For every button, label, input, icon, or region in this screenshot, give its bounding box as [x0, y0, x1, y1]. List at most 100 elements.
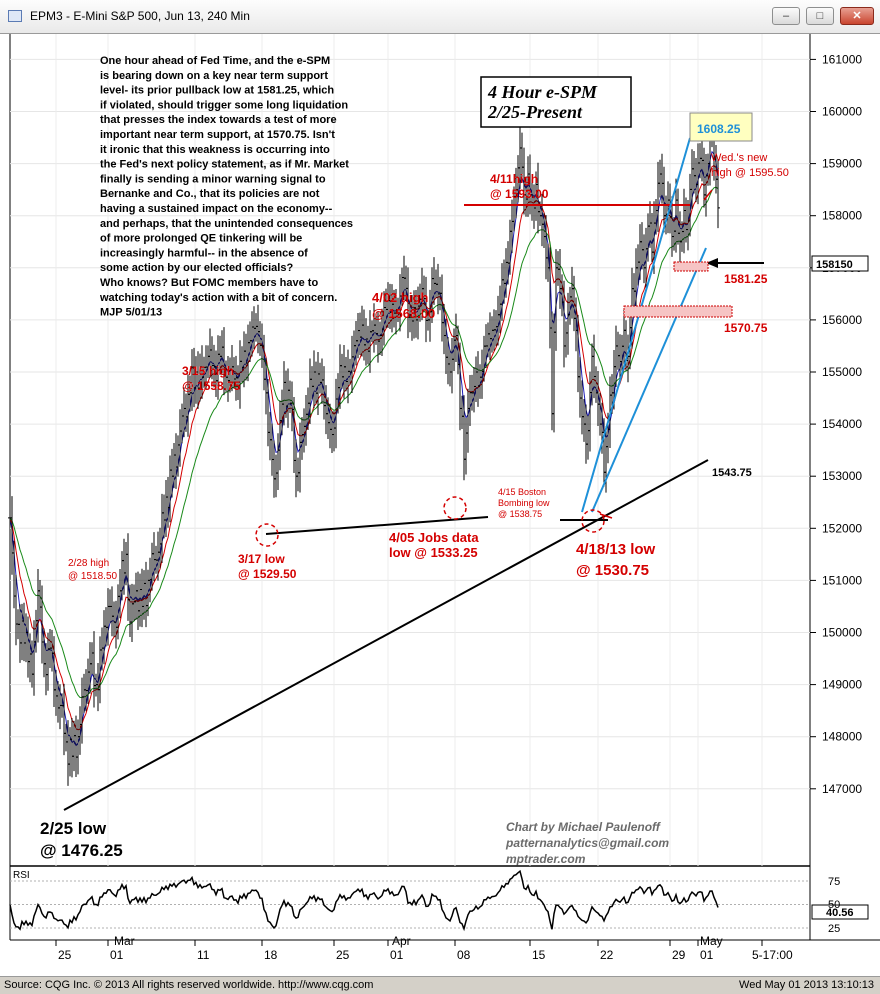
commentary-text: One hour ahead of Fed Time, and the e-SP… — [99, 55, 353, 319]
low-pointer — [599, 513, 613, 519]
label-0405-low-1: 4/05 Jobs data — [389, 530, 479, 545]
y-tick-label: 160000 — [822, 105, 862, 119]
label-0315-high-1: 3/15 high — [182, 364, 234, 378]
label-support-1581: 1581.25 — [724, 272, 768, 286]
support-arrow-head — [706, 258, 718, 268]
y-tick-label: 148000 — [822, 730, 862, 744]
marker-0317-low — [255, 523, 279, 547]
label-trend-1543: 1543.75 — [712, 467, 752, 479]
annotations: 2/25 low @ 1476.25 2/28 high @ 1518.50 3… — [40, 152, 789, 866]
rsi-value-label: 40.56 — [826, 907, 854, 919]
app-icon — [8, 10, 22, 22]
x-tick-label: 25 — [58, 948, 72, 962]
current-price-tag — [811, 255, 869, 272]
commentary-line: Who knows? But FOMC members have to — [100, 277, 318, 289]
x-tick-label: 15 — [532, 948, 546, 962]
commentary-line: the Fed's next policy statement, as if M… — [100, 159, 349, 171]
support-zones — [623, 261, 733, 318]
y-tick-label: 152000 — [822, 521, 862, 535]
label-0415-low-2: Bombing low — [498, 498, 550, 508]
label-support-1570: 1570.75 — [724, 321, 768, 335]
label-0228-high-2: @ 1518.50 — [68, 571, 118, 582]
price-axis: 147000 148000 149000 150000 151000 152000 1530… — [810, 52, 862, 796]
x-month-label: May — [700, 934, 723, 948]
commentary-line: Bernanke and Co., that its policies are … — [100, 188, 320, 200]
commentary-line: One hour ahead of Fed Time, and the e-SP… — [100, 55, 330, 67]
chart-title: 4 Hour e-SPM — [487, 82, 598, 102]
y-tick-label: 149000 — [822, 678, 862, 692]
chart-subtitle: 2/25-Present — [487, 102, 583, 122]
commentary-line: important near term support, at 1570.75.… — [100, 129, 335, 141]
label-0315-high-2: @ 1558.75 — [182, 379, 241, 393]
marker-0405-low — [443, 496, 467, 520]
credit-line-1: Chart by Michael Paulenoff — [506, 820, 661, 834]
y-tick-label: 159000 — [822, 157, 862, 171]
label-0228-high-1: 2/28 high — [68, 558, 109, 569]
y-tick-label: 151000 — [822, 573, 862, 587]
low-markers — [255, 496, 605, 547]
x-month-label: Mar — [114, 934, 135, 948]
y-tick-label: 156000 — [822, 313, 862, 327]
rsi-level-25: 25 — [828, 923, 840, 935]
label-0411-high-1: 4/11high — [490, 172, 538, 186]
price-bars — [8, 113, 720, 786]
commentary-line: level- its prior pullback low at 1581.25… — [100, 85, 334, 97]
close-button[interactable]: ✕ — [840, 7, 874, 25]
commentary-line: finally is sending a minor warning signa… — [100, 173, 326, 185]
rsi-value-tag — [811, 904, 869, 920]
x-tick-label: 5-17:00 — [752, 948, 793, 962]
label-0415-low-1: 4/15 Boston — [498, 487, 546, 497]
commentary-line: it ironic that this weakness is occurrin… — [100, 144, 330, 156]
window-titlebar: EPM3 - E-Mini S&P 500, Jun 13, 240 Min –… — [0, 0, 880, 34]
commentary-line: some action by our elected officials? — [100, 262, 293, 274]
label-new-high-1: Wed.'s new — [711, 152, 767, 164]
time-axis: 25 01 11 18 25 01 08 15 22 29 01 5-17:00 Mar Apr May — [55, 934, 793, 962]
y-tick-label: 158000 — [822, 209, 862, 223]
commentary-line: if violated, should trigger some long li… — [100, 99, 348, 111]
long-term-trendline — [63, 459, 709, 811]
timestamp-text: Wed May 01 2013 13:10:13 — [739, 979, 874, 991]
x-tick-label: 22 — [600, 948, 614, 962]
rsi-pane — [9, 869, 810, 932]
y-tick-label: 147000 — [822, 782, 862, 796]
label-0415-low-3: @ 1538.75 — [498, 509, 542, 519]
x-tick-label: 18 — [264, 948, 278, 962]
credit-line-3: mptrader.com — [506, 852, 586, 866]
label-new-high-2: high @ 1595.50 — [711, 167, 789, 179]
channel-lower-line — [591, 247, 707, 513]
label-0411-high-2: @ 1593.00 — [490, 187, 549, 201]
x-tick-label: 01 — [110, 948, 124, 962]
minimize-button[interactable]: – — [772, 7, 800, 25]
label-0225-low-2: @ 1476.25 — [40, 841, 123, 860]
x-tick-label: 08 — [457, 948, 471, 962]
label-0418-low-2: @ 1530.75 — [576, 562, 649, 579]
trendlines — [63, 137, 764, 811]
rsi-line — [9, 869, 719, 932]
x-tick-label: 29 — [672, 948, 686, 962]
x-month-label: Apr — [392, 934, 411, 948]
target-label: 1608.25 — [697, 122, 741, 136]
current-price-label: 158150 — [816, 259, 853, 271]
commentary-line: is bearing down on a key near term suppo… — [100, 70, 328, 82]
rsi-label: RSI — [13, 870, 30, 881]
support-zone-1570 — [623, 305, 733, 318]
commentary-line: that presses the index towards a test of… — [100, 114, 337, 126]
status-bar: Source: CQG Inc. © 2013 All rights reser… — [0, 976, 880, 994]
window-title: EPM3 - E-Mini S&P 500, Jun 13, 240 Min — [30, 9, 250, 23]
label-0402-high-2: @ 1568.00 — [372, 306, 435, 321]
label-0405-low-2: low @ 1533.25 — [389, 545, 478, 560]
maximize-button[interactable]: □ — [806, 7, 834, 25]
x-tick-label: 11 — [197, 948, 210, 962]
label-0402-high-1: 4/02 high — [372, 290, 428, 305]
commentary-line: watching today's action with a bit of co… — [99, 292, 337, 304]
label-0418-low-1: 4/18/13 low — [576, 541, 656, 558]
commentary-line: increasingly harmful-- in the absence of — [100, 247, 308, 259]
label-0225-low-1: 2/25 low — [40, 819, 107, 838]
commentary-line: having a sustained impact on the economy… — [100, 203, 333, 215]
credit-line-2: patternanalytics@gmail.com — [505, 836, 669, 850]
target-box — [689, 112, 753, 142]
new-high-pointer — [703, 189, 713, 201]
ma-slow — [9, 186, 719, 698]
channel-upper-line — [581, 137, 691, 513]
support-zone-1581 — [673, 261, 709, 272]
